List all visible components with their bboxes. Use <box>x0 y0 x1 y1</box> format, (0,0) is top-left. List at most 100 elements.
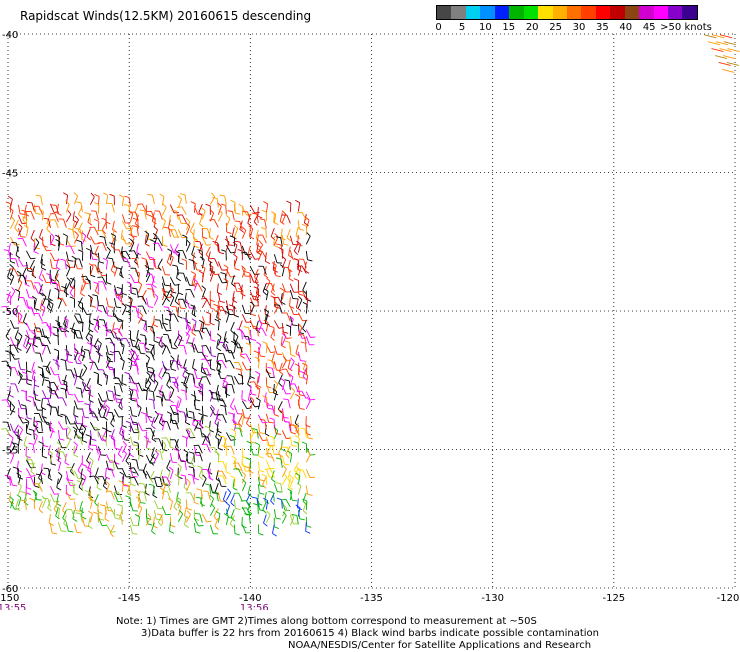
wind-barb <box>90 345 91 354</box>
wind-barb <box>194 423 198 431</box>
wind-barb <box>234 229 237 237</box>
wind-barb-flag <box>89 448 93 451</box>
wind-barb-flag <box>300 408 305 409</box>
wind-barb <box>153 392 154 401</box>
wind-barb-flag <box>267 405 272 406</box>
wind-barb <box>89 350 90 359</box>
wind-barb <box>106 195 107 204</box>
wind-barb-flag <box>210 300 215 302</box>
wind-barb <box>106 307 107 316</box>
wind-barb-flag <box>153 243 158 244</box>
wind-barb-flag <box>169 400 173 402</box>
wind-barb <box>41 196 43 205</box>
wind-barb-flag <box>95 503 99 507</box>
wind-barb-flag <box>91 306 96 307</box>
wind-barb <box>246 354 250 362</box>
wind-barb-flag <box>99 262 104 263</box>
wind-barb-flag <box>248 223 252 226</box>
wind-barb-flag <box>95 194 100 196</box>
wind-barb-flag <box>207 521 212 522</box>
wind-barb <box>218 213 222 221</box>
wind-barb <box>303 282 307 290</box>
wind-barb <box>98 432 101 440</box>
wind-barb-flag <box>272 479 276 482</box>
wind-barb <box>185 461 186 470</box>
wind-map[interactable]: -150-145-140-135-130-125-120-40-45-50-55… <box>0 0 740 610</box>
wind-barb-flag <box>209 237 213 239</box>
wind-barb <box>246 415 250 423</box>
wind-barb-flag <box>291 387 294 391</box>
wind-barb <box>38 470 42 478</box>
wind-barb <box>271 228 274 236</box>
wind-barb-flag <box>171 525 176 527</box>
wind-barb <box>266 515 270 523</box>
wind-barb-flag <box>72 256 76 259</box>
wind-barb <box>290 479 293 487</box>
wind-barb-flag <box>188 417 193 418</box>
wind-barb <box>186 277 189 285</box>
wind-barb <box>31 478 34 486</box>
wind-barb-flag <box>271 501 275 505</box>
wind-barb <box>281 293 282 302</box>
wind-barb <box>194 204 195 213</box>
lon-tick-label: -135 <box>360 593 383 604</box>
wind-barb <box>258 462 259 471</box>
wind-barb-flag <box>24 502 28 505</box>
wind-barb <box>7 468 10 476</box>
wind-barb <box>170 229 174 237</box>
wind-barb <box>66 440 70 448</box>
wind-barb-flag <box>70 293 73 297</box>
wind-barb <box>40 353 42 362</box>
wind-barb-flag <box>19 426 22 430</box>
wind-barb-flag <box>269 326 274 328</box>
wind-barb-flag <box>111 270 115 273</box>
wind-barb-flag <box>233 469 238 470</box>
wind-barb <box>278 401 282 409</box>
wind-barb <box>162 393 163 402</box>
wind-barb-flag <box>31 471 35 474</box>
wind-barb-flag <box>95 243 100 244</box>
wind-barb <box>306 365 307 374</box>
wind-barb-flag <box>31 476 36 477</box>
wind-barb-flag <box>182 235 187 237</box>
wind-barb-flag <box>58 472 62 475</box>
wind-barb-flag <box>94 346 97 350</box>
wind-barb-flag <box>152 439 156 442</box>
wind-barb-flag <box>171 210 176 211</box>
wind-barb <box>47 346 50 354</box>
wind-barb-flag <box>235 333 239 337</box>
wind-barb-flag <box>218 434 222 437</box>
wind-barb <box>192 324 195 333</box>
wind-barb-flag <box>125 305 130 307</box>
wind-barb-flag <box>29 429 34 430</box>
wind-barb-flag <box>260 219 265 220</box>
wind-barb-flag <box>42 496 46 499</box>
wind-barb-flag <box>97 277 102 278</box>
wind-barb-flag <box>164 307 169 308</box>
wind-barb-flag <box>90 275 95 277</box>
wind-barb <box>146 414 150 422</box>
wind-barb <box>66 214 70 222</box>
wind-barb-flag <box>253 504 258 506</box>
wind-barb-flag <box>209 219 214 220</box>
wind-barb-flag <box>78 214 81 218</box>
wind-barb-flag <box>289 279 293 281</box>
wind-barb <box>175 293 178 301</box>
wind-barb-flag <box>173 412 178 414</box>
wind-barb-flag <box>108 469 113 470</box>
wind-barb-flag <box>11 242 16 243</box>
wind-barb-flag <box>147 194 152 195</box>
wind-barb-flag <box>195 387 200 389</box>
wind-barb <box>231 322 235 330</box>
wind-barb-flag <box>259 241 262 245</box>
wind-barb <box>95 494 99 502</box>
wind-barb-flag <box>178 477 183 479</box>
wind-barb <box>79 423 82 431</box>
wind-barb-flag <box>235 534 240 535</box>
wind-barb-flag <box>27 433 32 435</box>
wind-barb <box>18 292 19 301</box>
wind-barb-flag <box>139 492 144 493</box>
wind-barb-flag <box>147 288 152 289</box>
wind-barb-flag <box>168 498 172 501</box>
wind-barb <box>202 323 203 332</box>
